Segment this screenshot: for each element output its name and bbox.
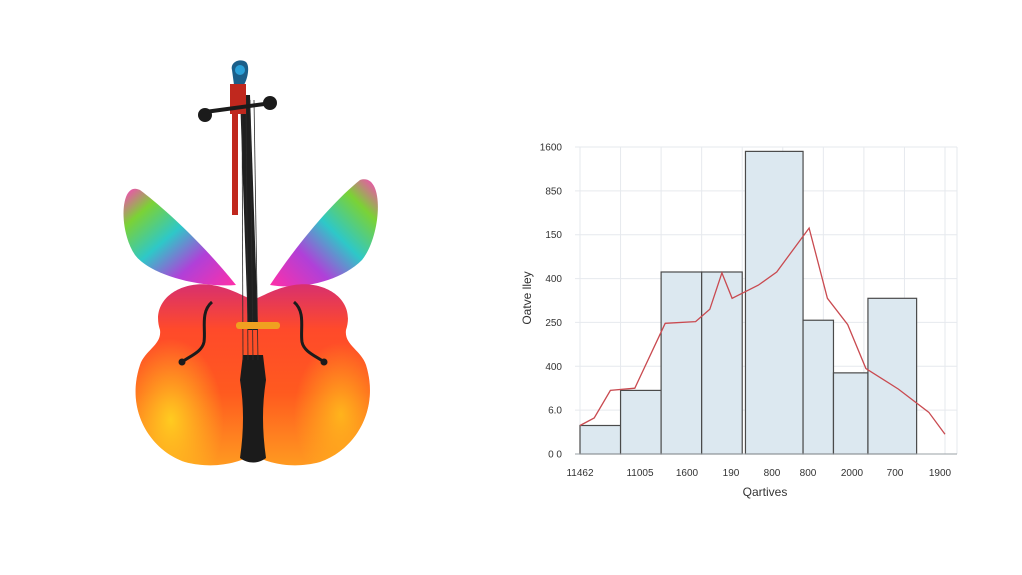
right-f-hole <box>292 300 325 364</box>
x-tick-label: 11462 <box>566 468 594 479</box>
left-wing <box>123 188 236 286</box>
histogram-bar <box>579 424 622 455</box>
neck-highlight <box>232 95 238 215</box>
y-axis-ticks: 1600 850 150 400 250 400 6.0 0 0 <box>540 143 563 461</box>
tailpiece <box>240 355 266 463</box>
body-glow-right <box>253 284 370 466</box>
y-tick-label: 150 <box>545 230 562 241</box>
x-axis-label: Qartives <box>743 485 788 499</box>
y-tick-label: 250 <box>545 318 562 329</box>
neck <box>240 95 258 330</box>
x-tick-label: 800 <box>800 468 817 479</box>
chart-bars <box>579 150 918 455</box>
x-tick-label: 800 <box>764 468 781 479</box>
left-f-hole-dot <box>178 358 186 366</box>
histogram-bar <box>619 389 662 455</box>
histogram-bar <box>867 297 918 455</box>
peg-bar <box>204 101 273 114</box>
x-tick-label: 2000 <box>841 468 864 479</box>
histogram-bar <box>701 271 743 455</box>
body-glow-left <box>135 284 253 466</box>
scroll-head-highlight <box>235 65 245 75</box>
density-curve <box>579 226 946 435</box>
histogram-bar <box>744 150 804 455</box>
y-tick-label: 850 <box>545 186 562 197</box>
right-f-hole-dot <box>320 358 328 366</box>
x-tick-label: 11005 <box>626 468 654 479</box>
y-tick-label: 6.0 <box>548 406 562 417</box>
bridge <box>236 322 280 329</box>
left-f-hole <box>181 300 214 364</box>
x-tick-label: 190 <box>723 468 740 479</box>
x-tick-label: 700 <box>887 468 904 479</box>
histogram-bar <box>832 372 869 455</box>
y-tick-label: 400 <box>545 274 562 285</box>
y-tick-label: 1600 <box>540 143 563 154</box>
x-tick-label: 1900 <box>929 468 952 479</box>
histogram-bar <box>802 319 835 455</box>
histogram-chart: 1600 850 150 400 250 400 6.0 0 0 11462 11005 1600… <box>520 143 958 499</box>
x-axis-ticks: 11462 11005 1600 190 800 800 2000 700 1900 <box>566 468 951 479</box>
violin-butterfly-illustration <box>123 60 378 466</box>
right-peg <box>263 96 277 110</box>
y-axis-label: Oatve lley <box>520 271 534 324</box>
x-tick-label: 1600 <box>676 468 699 479</box>
y-tick-label: 0 0 <box>548 450 562 461</box>
right-wing <box>270 179 378 287</box>
left-peg <box>198 108 212 122</box>
y-tick-label: 400 <box>545 362 562 373</box>
histogram-bar <box>660 271 703 455</box>
violin-strings <box>241 99 259 361</box>
